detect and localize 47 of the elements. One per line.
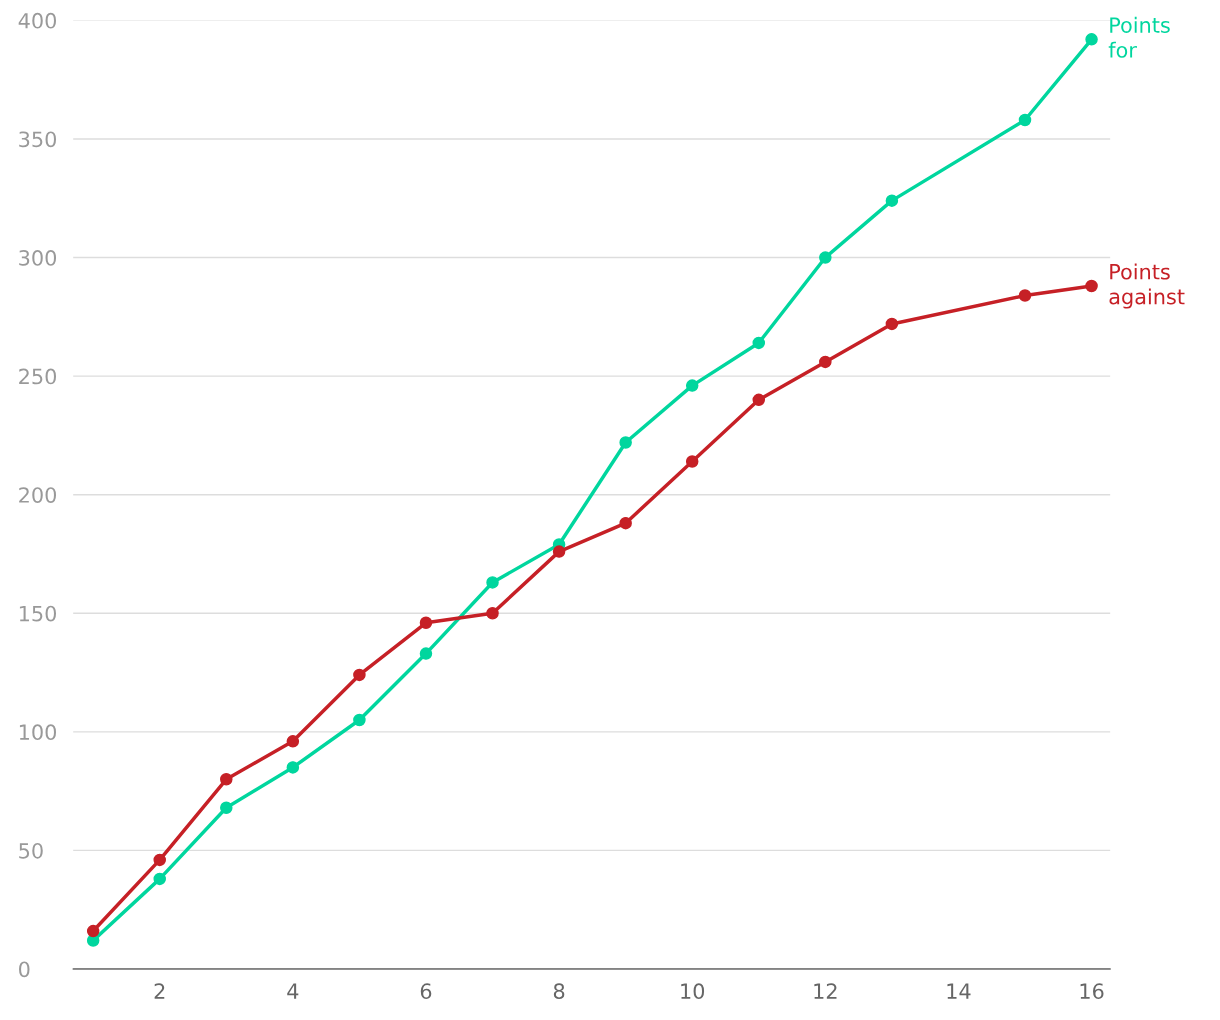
- point: [552, 545, 566, 558]
- point: [286, 761, 300, 774]
- y-tick-label: 350: [19, 131, 57, 148]
- x-tick-label: 14: [947, 983, 971, 999]
- point: [286, 735, 300, 748]
- point: [419, 647, 433, 660]
- point: [220, 773, 233, 786]
- point: [752, 393, 766, 407]
- point: [153, 872, 166, 886]
- y-tick-label: 150: [19, 605, 57, 622]
- point: [819, 251, 832, 264]
- y-tick-label: 0: [19, 961, 30, 978]
- point: [486, 607, 499, 620]
- point: [685, 455, 699, 468]
- point: [1018, 289, 1032, 302]
- y-tick-label: 200: [19, 487, 57, 503]
- point: [619, 516, 632, 530]
- point: [486, 576, 499, 589]
- point: [1085, 279, 1098, 293]
- point: [153, 853, 166, 867]
- point: [353, 713, 366, 727]
- series-label: Points for: [1108, 16, 1170, 58]
- x-tick-label: 8: [553, 983, 565, 1000]
- point: [752, 336, 766, 350]
- point: [86, 924, 100, 938]
- x-tick-label: 10: [681, 983, 705, 1000]
- y-tick-label: 400: [18, 12, 57, 29]
- point: [353, 668, 366, 682]
- point: [885, 194, 899, 207]
- y-tick-label: 100: [19, 724, 57, 741]
- series-label: Points against: [1109, 263, 1185, 309]
- point: [220, 801, 233, 814]
- point: [1085, 33, 1098, 46]
- y-tick-label: 250: [19, 368, 57, 385]
- x-tick-label: 12: [814, 983, 837, 999]
- x-tick-label: 6: [420, 983, 432, 1000]
- x-tick-label: 16: [1080, 983, 1104, 1000]
- point: [885, 317, 899, 331]
- point: [419, 616, 433, 630]
- point: [619, 436, 632, 449]
- y-tick-label: 50: [19, 842, 43, 859]
- point: [1018, 113, 1032, 127]
- point: [819, 355, 832, 369]
- point: [685, 379, 699, 392]
- y-tick-label: 300: [19, 250, 57, 266]
- x-tick-label: 2: [154, 983, 165, 999]
- x-tick-label: 4: [287, 983, 299, 999]
